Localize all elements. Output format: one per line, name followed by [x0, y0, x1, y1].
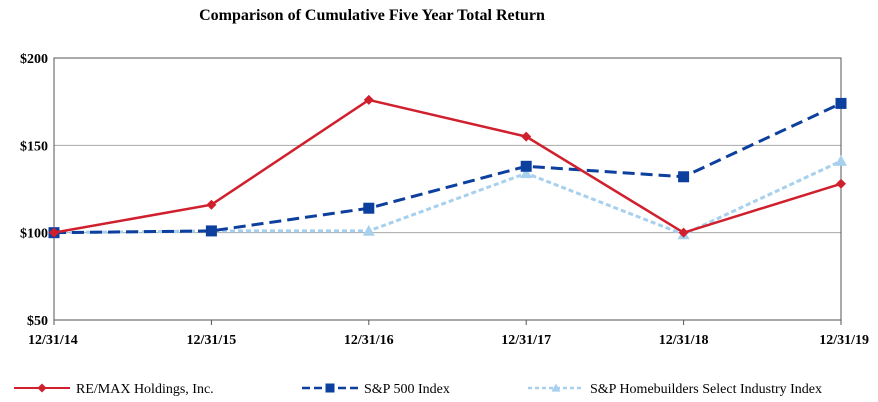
x-tick-label: 12/31/16 — [344, 333, 394, 348]
data-point — [836, 178, 846, 189]
series-line — [53, 98, 842, 235]
legend-item: RE/MAX Holdings, Inc. — [14, 382, 214, 397]
data-point — [678, 227, 689, 238]
data-point — [835, 155, 847, 166]
legend-label: S&P 500 Index — [364, 382, 450, 397]
data-point — [206, 199, 217, 210]
data-point — [49, 227, 59, 238]
data-point — [551, 383, 561, 392]
series-layer — [48, 94, 847, 240]
series-line — [53, 159, 842, 237]
x-tick-label: 12/31/18 — [659, 333, 709, 348]
data-point — [520, 167, 533, 179]
legend-label: RE/MAX Holdings, Inc. — [76, 382, 214, 397]
legend-item: S&P 500 Index — [302, 382, 450, 397]
data-point — [363, 94, 374, 105]
data-point — [363, 202, 375, 214]
x-tick-label: 12/31/14 — [28, 333, 78, 348]
plot-frame — [53, 57, 842, 321]
chart-title: Comparison of Cumulative Five Year Total… — [199, 7, 545, 24]
legend: RE/MAX Holdings, Inc. S&P 500 Index S&P Ho… — [14, 382, 822, 397]
x-tick-label: 12/31/15 — [187, 333, 237, 348]
data-point — [678, 171, 690, 183]
data-point — [205, 225, 217, 237]
x-axis: 12/31/14 12/31/15 12/31/16 12/31/17 12/31/18… — [28, 320, 869, 348]
data-point — [835, 97, 847, 109]
y-tick-label: $200 — [20, 52, 48, 67]
y-tick-label: $100 — [20, 227, 48, 242]
x-tick-label: 12/31/19 — [819, 333, 869, 348]
y-axis: $50 $100 $150 $200 — [20, 52, 48, 329]
data-point — [521, 131, 532, 142]
data-point — [520, 160, 532, 172]
data-point — [37, 383, 47, 393]
y-tick-label: $50 — [27, 314, 48, 329]
data-point — [325, 383, 335, 393]
legend-item: S&P Homebuilders Select Industry Index — [528, 382, 822, 397]
y-tick-label: $150 — [20, 139, 48, 154]
series-2 — [48, 155, 847, 240]
data-point — [362, 224, 375, 236]
legend-label: S&P Homebuilders Select Industry Index — [590, 382, 822, 397]
series-line — [53, 102, 842, 235]
series-0 — [49, 94, 846, 238]
x-tick-label: 12/31/17 — [501, 333, 551, 348]
